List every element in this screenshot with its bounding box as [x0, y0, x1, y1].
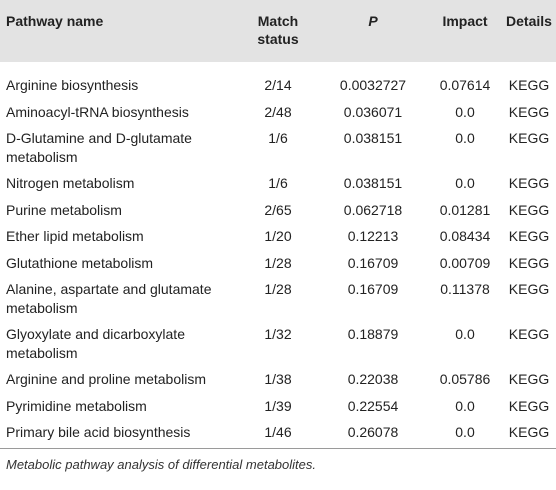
- table-cell: 0.062718: [343, 201, 403, 218]
- table-cell: 0.11378: [440, 281, 490, 297]
- table-cell: 0.00709: [439, 254, 491, 271]
- table-cell: 2/48: [264, 103, 292, 120]
- table-cell: 0.0032727: [339, 77, 407, 93]
- table-cell: KEGG: [508, 371, 550, 387]
- table-row: Primary bile acid biosynthesis 1/46 0.2607…: [0, 419, 556, 449]
- table-cell: 1/6: [268, 175, 288, 191]
- table-cell: Nitrogen metabolism: [6, 175, 135, 191]
- table-cell: 1/39: [264, 397, 292, 414]
- table-cell: 0.16709: [347, 254, 399, 271]
- table-cell: KEGG: [508, 130, 550, 146]
- table-cell: Ether lipid metabolism: [6, 228, 144, 244]
- table-cell: 0.01281: [439, 201, 491, 218]
- table-row: Ether lipid metabolism 1/20 0.12213 0.08434…: [0, 223, 556, 250]
- table-cell: D-Glutamine and D-glutamate metabolism: [6, 130, 192, 165]
- table-cell: 0.22038: [347, 371, 399, 387]
- table-cell: 0.08434: [439, 228, 491, 244]
- table-cell: Pyrimidine metabolism: [6, 397, 147, 414]
- table-row: Glutathione metabolism 1/28 0.16709 0.00709…: [0, 250, 556, 277]
- table-cell: KEGG: [508, 103, 550, 120]
- table-body: Arginine biosynthesis 2/14 0.0032727 0.0761…: [0, 62, 556, 449]
- table-cell: Glutathione metabolism: [6, 254, 154, 271]
- table-cell: 0.0: [428, 419, 502, 449]
- table-row: Arginine and proline metabolism 1/38 0.220…: [0, 366, 556, 393]
- table-row: Purine metabolism 2/65 0.062718 0.01281 KEGG: [0, 197, 556, 224]
- table-cell: 0.16709: [347, 281, 399, 297]
- table-cell: 1/20: [264, 228, 292, 244]
- table-row: Alanine, aspartate and glutamate metabol…: [0, 276, 556, 321]
- table-cell: 0.038151: [343, 175, 403, 191]
- table-cell: 1/28: [264, 281, 292, 297]
- caption: Metabolic pathway analysis of differenti…: [6, 456, 316, 472]
- column-header: Details: [502, 0, 556, 62]
- table-row: Arginine biosynthesis 2/14 0.0032727 0.0761…: [0, 62, 556, 99]
- table-cell: KEGG: [508, 397, 550, 414]
- table-cell: 0.12213: [347, 228, 399, 244]
- table-cell: KEGG: [508, 175, 550, 191]
- table-cell: 0.22554: [347, 397, 399, 414]
- table-cell: 0.26078: [318, 419, 428, 449]
- header-row: Pathway name Match status P Impact Details: [0, 0, 556, 62]
- table-cell: 1/32: [264, 326, 292, 342]
- table-cell: Alanine, aspartate and glutamate metabol…: [6, 281, 212, 316]
- table-cell: 0.036071: [343, 103, 403, 120]
- table-cell: 2/14: [264, 77, 292, 93]
- table-cell: Glyoxylate and dicarboxylate metabolism: [6, 326, 185, 361]
- table-cell: 1/46: [238, 419, 318, 449]
- table-cell: KEGG: [508, 228, 550, 244]
- table-row: Nitrogen metabolism 1/6 0.038151 0.0 KEGG: [0, 170, 556, 197]
- table-cell: 0.0: [455, 397, 475, 414]
- column-header: P: [318, 0, 428, 62]
- table-cell: 0.0: [455, 103, 475, 120]
- table-cell: 0.0: [455, 326, 475, 342]
- table-cell: 0.05786: [439, 371, 491, 387]
- table-cell: KEGG: [508, 77, 550, 93]
- table-cell: KEGG: [508, 201, 550, 218]
- table-cell: 1/38: [264, 371, 292, 387]
- table-cell: KEGG: [508, 254, 550, 271]
- table-cell: 1/28: [264, 254, 292, 271]
- table-cell: 0.18879: [347, 326, 399, 342]
- table-figure: Pathway name Match status P Impact Details A…: [0, 0, 556, 472]
- table-row: Glyoxylate and dicarboxylate metabolism 1…: [0, 321, 556, 366]
- table-cell: Purine metabolism: [6, 201, 122, 218]
- table-cell: KEGG: [502, 419, 556, 449]
- table-cell: 2/65: [264, 201, 292, 218]
- table-cell: 0.0: [455, 175, 475, 191]
- table-cell: KEGG: [508, 281, 550, 297]
- table-row: Aminoacyl-tRNA biosynthesis 2/48 0.036071 0…: [0, 99, 556, 126]
- column-header: Impact: [428, 0, 502, 62]
- table: Pathway name Match status P Impact Details A…: [0, 0, 556, 449]
- column-header: Match status: [238, 0, 318, 62]
- table-header: Pathway name Match status P Impact Details: [0, 0, 556, 62]
- table-cell: Aminoacyl-tRNA biosynthesis: [6, 103, 189, 120]
- table-row: Pyrimidine metabolism 1/39 0.22554 0.0 KEGG: [0, 393, 556, 420]
- table-cell: 0.0: [455, 130, 475, 146]
- table-cell: 0.07614: [439, 77, 491, 93]
- table-cell: Arginine and proline metabolism: [6, 371, 206, 387]
- table-cell: Arginine biosynthesis: [6, 77, 139, 93]
- table-row: D-Glutamine and D-glutamate metabolism 1/…: [0, 125, 556, 170]
- table-cell: 1/6: [268, 130, 288, 146]
- table-cell: KEGG: [508, 326, 550, 342]
- column-header: Pathway name: [0, 0, 238, 62]
- table-cell: 0.038151: [343, 130, 403, 146]
- table-cell: Primary bile acid biosynthesis: [0, 419, 238, 449]
